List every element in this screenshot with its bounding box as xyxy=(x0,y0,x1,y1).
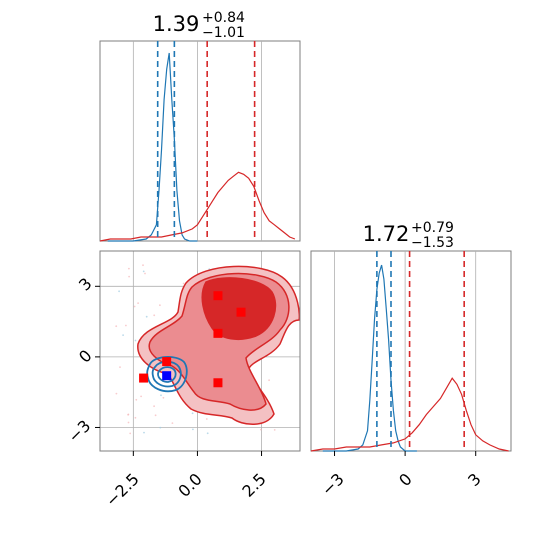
sample-dot xyxy=(205,418,208,420)
xtick-label-3: 3 xyxy=(464,469,485,490)
red-marker xyxy=(213,328,223,338)
joint-contour-panel: −2.5 0.0 2.5 3 0 −3 xyxy=(64,250,301,510)
marginal-histogram-x: 1.39 +0.84 −1.01 xyxy=(99,10,301,242)
sample-dot xyxy=(134,416,137,419)
marginal-histogram-y: 1.72 +0.79 −1.53 −3 0 3 xyxy=(310,220,512,500)
sample-dot xyxy=(206,432,209,435)
quantile-lines xyxy=(376,251,465,451)
red-marker xyxy=(139,373,149,383)
sample-dot xyxy=(145,315,148,318)
sample-dot xyxy=(137,302,140,304)
blue-contour-mid xyxy=(151,360,182,388)
sample-dot xyxy=(171,422,174,424)
ytick-label-2: 0 xyxy=(75,346,96,367)
quantile-lines xyxy=(156,41,256,241)
sample-dot xyxy=(144,272,146,275)
title-plus: +0.84 xyxy=(202,10,245,26)
sample-dot xyxy=(135,398,138,401)
panel-frame xyxy=(99,40,301,242)
panel-frame xyxy=(310,250,512,452)
xtick-label-2: 0 xyxy=(395,469,416,490)
grid xyxy=(334,251,477,451)
sample-dot xyxy=(115,325,118,328)
ticks xyxy=(95,285,263,456)
markers xyxy=(139,291,246,388)
sample-dot xyxy=(140,395,143,398)
sample-dot xyxy=(142,264,144,267)
panel-frame xyxy=(99,250,301,452)
sample-dot xyxy=(127,421,130,424)
sample-dot xyxy=(154,414,157,417)
ytick-label-3: −3 xyxy=(64,416,94,446)
title-minus: −1.53 xyxy=(411,235,454,251)
sample-dot xyxy=(162,396,165,399)
ticks xyxy=(334,451,477,456)
sample-dot xyxy=(191,412,194,415)
blue-contour-outer xyxy=(146,356,188,393)
grid xyxy=(132,41,262,241)
histogram-line xyxy=(322,264,417,452)
sample-dot xyxy=(268,379,270,382)
title-plus: +0.79 xyxy=(411,220,454,236)
red-marker xyxy=(236,307,246,317)
histogram-series xyxy=(310,264,509,452)
red-marker xyxy=(213,291,223,301)
histogram-line xyxy=(310,377,509,452)
sample-dot xyxy=(153,405,156,408)
histogram-series xyxy=(99,52,296,242)
title-value: 1.39 xyxy=(153,12,200,36)
red-marker xyxy=(162,357,172,367)
red-marker xyxy=(213,378,223,388)
xtick-label-1: −3 xyxy=(318,469,348,499)
sample-dot xyxy=(192,428,194,431)
sample-dot xyxy=(127,267,130,270)
sample-dot xyxy=(160,394,162,397)
sample-dot xyxy=(134,339,137,342)
sample-dot xyxy=(118,290,120,293)
sample-dot xyxy=(159,426,162,429)
ytick-label-1: 3 xyxy=(75,274,96,295)
sample-dot xyxy=(182,282,185,285)
sample-dot xyxy=(122,334,124,336)
xtick-label-2: 0.0 xyxy=(174,469,205,500)
blue-contour-inner xyxy=(157,366,177,383)
sample-dot xyxy=(143,431,145,434)
sample-dot xyxy=(119,366,121,368)
title-value: 1.72 xyxy=(363,222,410,246)
title-minus: −1.01 xyxy=(202,25,245,41)
sample-dot xyxy=(125,324,127,327)
sample-dot xyxy=(128,275,131,278)
sample-dot xyxy=(127,413,129,416)
sample-dot xyxy=(129,432,132,435)
histogram-line xyxy=(99,171,296,242)
histogram-line xyxy=(107,52,198,242)
xtick-label-1: −2.5 xyxy=(102,469,143,510)
sample-dot xyxy=(142,270,145,273)
blue-marker xyxy=(162,371,172,381)
sample-dot xyxy=(153,314,156,317)
sample-dot xyxy=(159,304,161,307)
sample-dot xyxy=(260,428,262,431)
sample-dot xyxy=(133,305,136,308)
sample-dot xyxy=(115,392,118,395)
sample-dot xyxy=(273,429,276,431)
xtick-label-3: 2.5 xyxy=(238,469,269,500)
